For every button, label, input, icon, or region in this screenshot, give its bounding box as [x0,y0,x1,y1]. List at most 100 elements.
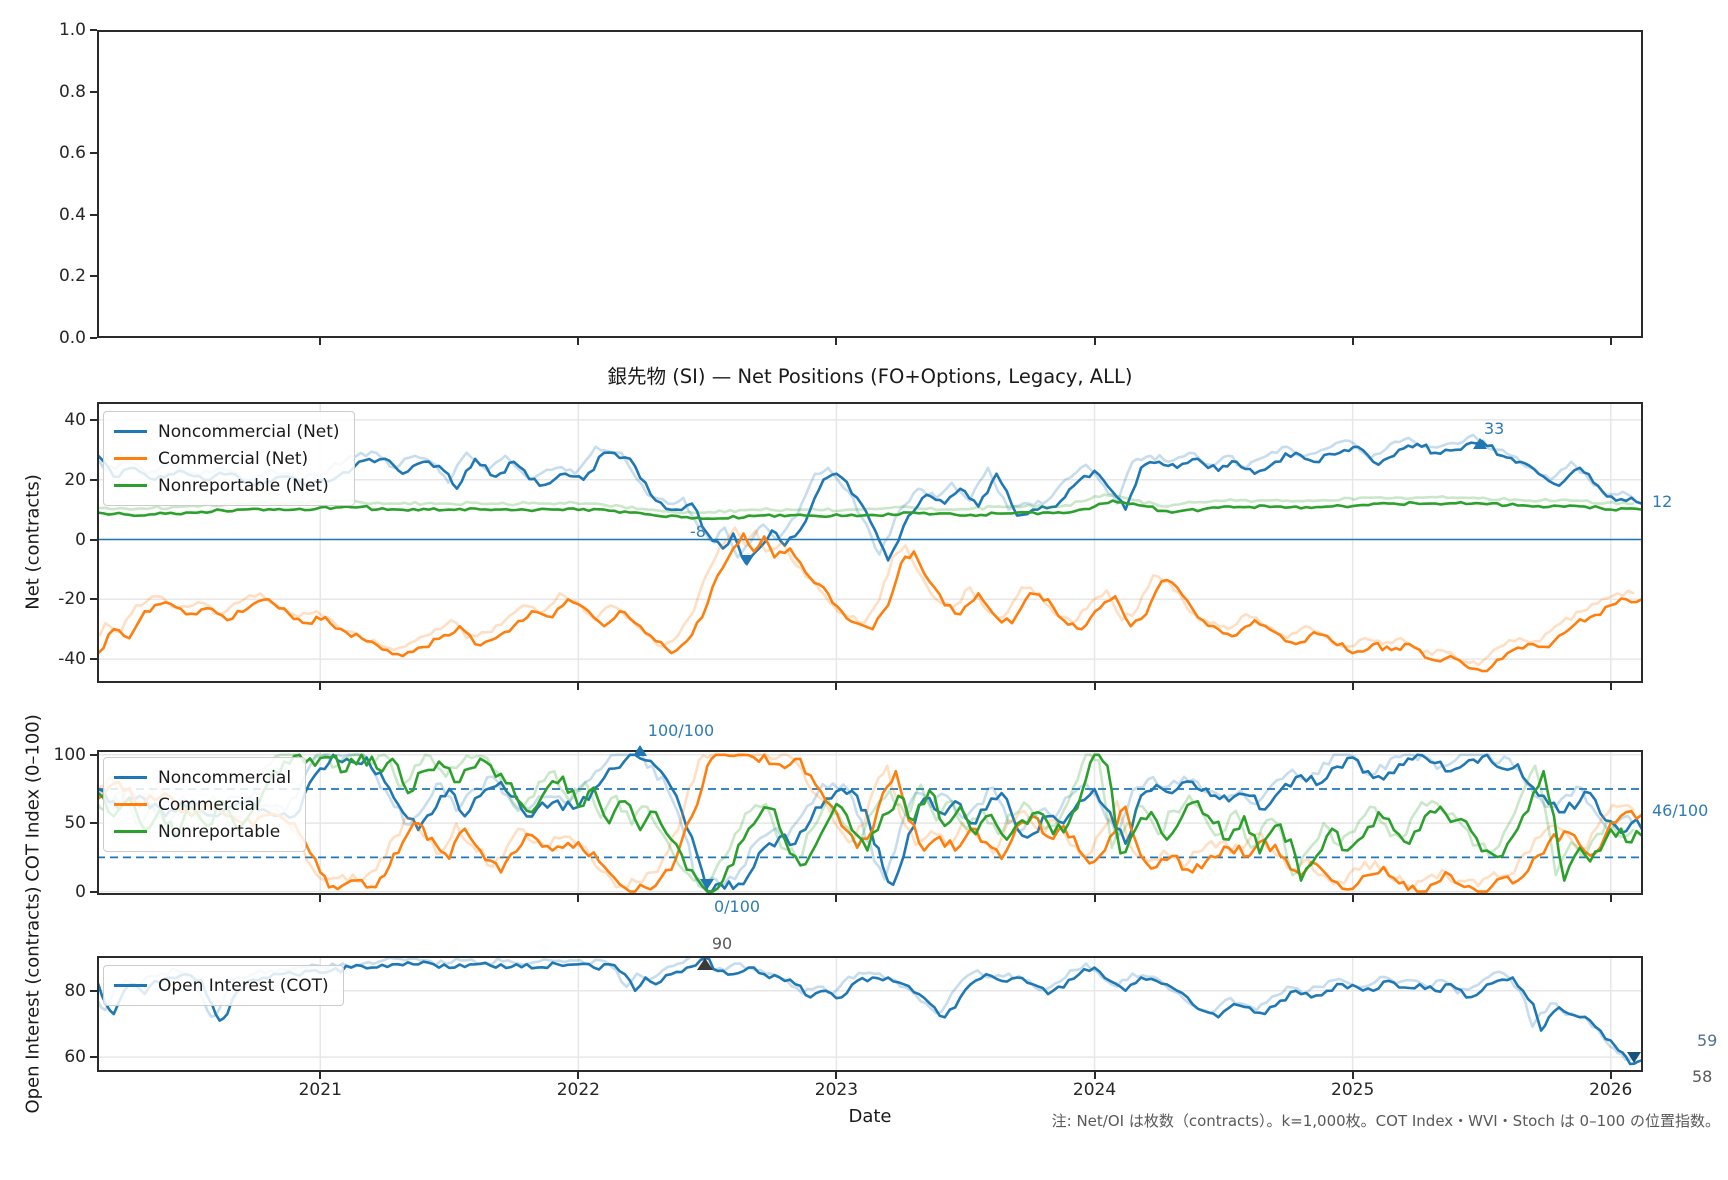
tick-mark [1609,683,1612,690]
net-peak-annotation: 33 [1484,419,1505,438]
open-interest-panel [97,956,1643,1072]
cot-index-high-annotation: 100/100 [647,721,715,740]
legend-label: Noncommercial [158,767,292,788]
open-interest-line-swatch-icon [114,983,147,988]
cot-index-legend: Noncommercial Commercial Nonreportable [103,757,307,852]
legend-label: Open Interest (COT) [158,975,329,996]
axes-border [97,956,1643,1072]
up-arrow-marker-icon [697,958,713,970]
open-interest-cot--line [97,956,1643,1066]
tick-mark [1093,1072,1096,1079]
commercial-line [97,753,1643,893]
axes-border [97,750,1643,895]
y-tick-label: 0.6 [58,143,86,164]
tick-mark [90,890,97,893]
y-tick-label: 100 [53,744,86,765]
tick-mark [319,338,322,345]
nonreportable-net--line [97,499,1643,521]
y-tick-label: 40 [64,409,86,430]
commercial-echo-line [97,753,1635,890]
tick-mark [90,989,97,992]
tick-mark [90,213,97,216]
legend-item-noncommercial-net: Noncommercial (Net) [114,418,340,445]
tick-mark [90,90,97,93]
legend-item-commercial-net: Commercial (Net) [114,445,340,472]
down-triangle-marker-icon [700,879,714,890]
legend-item-noncommercial: Noncommercial [114,764,291,791]
tick-mark [90,152,97,155]
commercial-net--line [97,532,1643,673]
axes-border [97,30,1643,338]
commercial-net--echo-line [97,526,1635,667]
open-interest-y-axis-label: Open Interest (contracts) [22,886,44,1114]
legend-label: Nonreportable (Net) [158,475,329,496]
legend-item-nonreportable-net: Nonreportable (Net) [114,472,340,499]
legend-item-nonreportable: Nonreportable [114,818,291,845]
legend-label: Commercial (Net) [158,448,309,469]
chart-title: 銀先物 (SI) — Net Positions (FO+Options, Le… [607,365,1133,388]
y-tick-label: 20 [64,469,86,490]
tick-mark [90,478,97,481]
nonreportable-echo-line [97,753,1635,888]
tick-mark [835,338,838,345]
noncommercial-net--line [97,439,1643,565]
p1-plot-canvas [97,30,1643,338]
legend-label: Nonreportable [158,821,281,842]
net-legend: Noncommercial (Net) Commercial (Net) Non… [103,411,355,506]
nonreportable-line-swatch-icon [114,829,147,834]
tick-mark [577,338,580,345]
tick-mark [835,683,838,690]
tick-mark [90,753,97,756]
y-tick-label: 0.0 [58,328,86,348]
tick-mark [90,29,97,31]
y-tick-label: 0.2 [58,266,86,287]
tick-mark [90,337,97,339]
footnote: 注: Net/OI は枚数（contracts）。k=1,000枚。COT In… [1051,1112,1720,1130]
empty-panel [97,30,1643,338]
x-tick-label: 2025 [1331,1080,1375,1100]
tick-mark [90,598,97,601]
tick-mark [1351,338,1354,345]
tick-mark [577,895,580,902]
tick-mark [1093,338,1096,345]
commercial-line-swatch-icon [114,456,147,461]
open-interest-peak-annotation: 90 [708,934,736,953]
open-interest-cot--echo-line [97,956,1635,1062]
p2-plot-canvas [97,402,1643,683]
tick-mark [1609,895,1612,902]
open-interest-last-value-annotation: 59 [1697,1031,1718,1050]
down-triangle-marker-icon [1627,1052,1641,1063]
y-tick-label: 1.0 [58,20,86,40]
x-tick-label: 2023 [814,1080,859,1100]
y-tick-label: 50 [64,813,86,834]
up-triangle-marker-icon [633,745,647,756]
legend-label: Commercial [158,794,260,815]
commercial-line-swatch-icon [114,802,147,807]
tick-mark [1093,683,1096,690]
tick-mark [1351,1072,1354,1079]
tick-mark [1093,895,1096,902]
noncommercial-line-swatch-icon [114,429,147,434]
tick-mark [319,1072,322,1079]
net-last-value-annotation: 12 [1652,492,1673,511]
tick-mark [1351,895,1354,902]
p4-plot-canvas [97,956,1643,1072]
tick-mark [835,1072,838,1079]
legend-item-open-interest: Open Interest (COT) [114,972,329,999]
tick-mark [835,895,838,902]
y-tick-label: 80 [64,980,86,1001]
axes-border [97,402,1643,683]
net-dip-annotation: -8 [690,522,706,541]
tick-mark [1609,1072,1612,1079]
up-triangle-marker-icon [1473,438,1487,449]
x-tick-label: 2021 [298,1080,342,1100]
net-y-axis-label: Net (contracts) [22,474,44,610]
tick-mark [577,1072,580,1079]
tick-mark [1351,683,1354,690]
y-tick-label: 0 [75,529,86,550]
cot-index-low-annotation: 0/100 [713,897,761,916]
open-interest-min-annotation: 58 [1692,1067,1713,1086]
p3-plot-canvas [97,750,1643,895]
nonreportable-line-swatch-icon [114,483,147,488]
